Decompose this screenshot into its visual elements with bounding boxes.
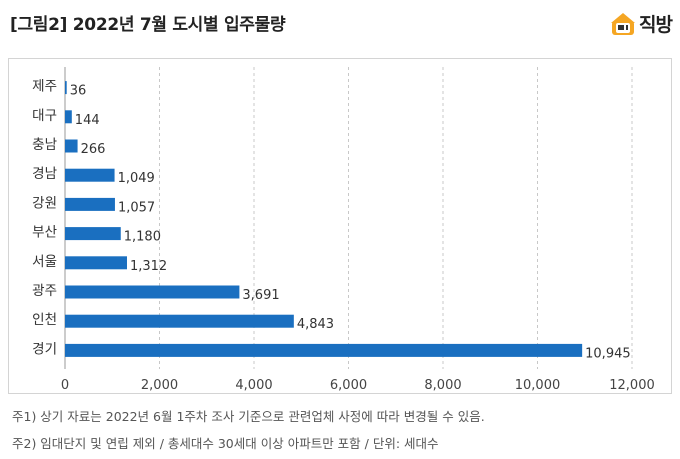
bar — [65, 285, 240, 299]
footnote-2: 주2) 임대단지 및 연립 제외 / 총세대수 30세대 이상 아파트만 포함 … — [12, 436, 439, 451]
value-label: 1,180 — [124, 230, 161, 245]
bar — [65, 197, 115, 211]
value-label: 144 — [75, 113, 100, 128]
bar — [65, 110, 72, 124]
category-label: 광주 — [32, 283, 57, 299]
category-label: 인천 — [32, 312, 57, 328]
house-logo-icon — [611, 12, 636, 35]
category-label: 경기 — [32, 341, 57, 357]
chart-title: [그림2] 2022년 7월 도시별 입주물량 — [10, 15, 286, 35]
value-label: 3,691 — [242, 288, 279, 303]
x-tick-label: 8,000 — [424, 378, 461, 393]
category-label: 강원 — [32, 195, 57, 211]
bar — [65, 343, 583, 357]
bar — [65, 81, 67, 95]
value-label: 10,945 — [585, 346, 631, 361]
bar-chart: 0 2,000 4,000 6,000 8,000 10,000 12,000 제주 36 대구 1… — [32, 67, 655, 393]
x-tick-label: 4,000 — [235, 378, 272, 393]
brand-logo: 직방 — [610, 10, 673, 37]
x-tick-label: 6,000 — [330, 378, 367, 393]
chart-frame: 0 2,000 4,000 6,000 8,000 10,000 12,000 제주 36 대구 1… — [8, 58, 672, 394]
value-label: 4,843 — [297, 317, 334, 332]
category-label: 대구 — [32, 108, 57, 124]
bar — [65, 139, 78, 153]
value-label: 36 — [70, 84, 87, 99]
x-tick-label: 2,000 — [141, 378, 178, 393]
footnote-1: 주1) 상기 자료는 2022년 6월 1주차 조사 기준으로 관련업체 사정에… — [12, 409, 485, 424]
brand-name: 직방 — [639, 14, 673, 36]
x-tick-label: 0 — [61, 378, 69, 393]
category-label: 경남 — [32, 166, 57, 182]
bar — [65, 256, 127, 270]
bar — [65, 168, 115, 182]
x-tick-label: 10,000 — [515, 378, 561, 393]
category-label: 제주 — [32, 79, 57, 95]
x-tick-label: 12,000 — [609, 378, 655, 393]
value-label: 1,049 — [118, 171, 155, 186]
footnotes: 주1) 상기 자료는 2022년 6월 1주차 조사 기준으로 관련업체 사정에… — [12, 403, 485, 457]
value-label: 266 — [81, 142, 106, 157]
value-label: 1,312 — [130, 259, 167, 274]
category-label: 부산 — [32, 225, 57, 241]
category-label: 충남 — [32, 137, 57, 153]
bar — [65, 314, 294, 328]
value-label: 1,057 — [118, 200, 155, 215]
category-label: 서울 — [32, 254, 57, 270]
bar — [65, 227, 121, 241]
